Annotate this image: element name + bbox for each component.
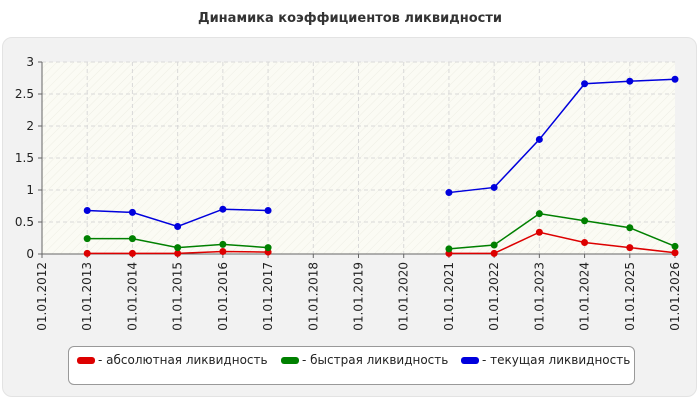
series-0 [83, 228, 679, 257]
data-point [535, 228, 543, 236]
data-point [490, 241, 498, 249]
x-tick-label: 01.01.2012 [35, 262, 49, 331]
x-tick-label: 01.01.2014 [125, 262, 139, 331]
x-tick-label: 01.01.2019 [352, 262, 366, 331]
data-point [83, 206, 91, 214]
data-point [219, 240, 227, 248]
series-1 [83, 210, 679, 253]
x-tick-label: 01.01.2024 [578, 262, 592, 331]
data-point [219, 247, 227, 255]
data-point [490, 183, 498, 191]
x-tick-label: 01.01.2016 [216, 262, 230, 331]
legend-label: - текущая ликвидность [482, 353, 631, 367]
series-line [448, 212, 676, 250]
x-tick-label: 01.01.2018 [306, 262, 320, 331]
x-tick-label: 01.01.2021 [442, 262, 456, 331]
y-axis-ticks: 0 0.5 1 1.5 2 2.5 3 [15, 55, 42, 261]
x-tick-label: 01.01.2013 [80, 262, 94, 331]
data-point [626, 244, 634, 252]
data-point [128, 249, 136, 257]
data-point [83, 249, 91, 257]
data-point [581, 80, 589, 88]
data-point [264, 206, 272, 214]
series-2 [83, 75, 679, 230]
x-tick-label: 01.01.2022 [487, 262, 501, 331]
data-point [219, 205, 227, 213]
legend-swatch-blue [461, 357, 479, 364]
series-lines [83, 75, 679, 257]
x-tick-label: 01.01.2015 [171, 262, 185, 331]
series-line [448, 78, 676, 194]
data-point [535, 210, 543, 218]
data-point [445, 189, 453, 197]
data-point [174, 244, 182, 252]
data-point [626, 224, 634, 232]
legend-item-current: - текущая ликвидность [461, 353, 630, 367]
x-tick-label: 01.01.2020 [397, 262, 411, 331]
y-tick-label: 0 [26, 247, 34, 261]
chart-title: Динамика коэффициентов ликвидности [198, 11, 502, 26]
data-point [174, 249, 182, 257]
series-line [448, 231, 676, 255]
legend-swatch-green [281, 357, 299, 364]
x-tick-label: 01.01.2023 [532, 262, 546, 331]
legend: - абсолютная ликвидность - быстрая ликви… [68, 346, 635, 385]
data-point [671, 242, 679, 250]
data-point [535, 135, 543, 143]
data-point [128, 235, 136, 243]
y-tick-label: 1.5 [15, 151, 34, 165]
legend-item-absolute: - абсолютная ликвидность [77, 353, 268, 367]
y-tick-label: 2 [26, 119, 34, 133]
gridlines [42, 61, 675, 254]
legend-swatch-red [77, 357, 95, 364]
data-point [174, 222, 182, 230]
data-point [83, 235, 91, 243]
x-tick-label: 01.01.2025 [623, 262, 637, 331]
legend-item-quick: - быстрая ликвидность [281, 353, 448, 367]
x-tick-label: 01.01.2026 [668, 262, 682, 331]
data-point [490, 249, 498, 257]
y-tick-label: 3 [26, 55, 34, 69]
data-point [671, 249, 679, 257]
y-tick-label: 2.5 [15, 87, 34, 101]
legend-label: - абсолютная ликвидность [98, 353, 268, 367]
data-point [445, 245, 453, 253]
legend-label: - быстрая ликвидность [302, 353, 449, 367]
data-point [581, 238, 589, 246]
data-point [264, 244, 272, 252]
y-tick-label: 0.5 [15, 215, 34, 229]
x-tick-label: 01.01.2017 [261, 262, 275, 331]
data-point [128, 208, 136, 216]
data-point [626, 77, 634, 85]
x-axis-ticks: 01.01.2012 01.01.2013 01.01.2014 01.01.2015… [35, 254, 682, 331]
data-point [671, 75, 679, 83]
data-point [581, 217, 589, 225]
y-tick-label: 1 [26, 183, 34, 197]
